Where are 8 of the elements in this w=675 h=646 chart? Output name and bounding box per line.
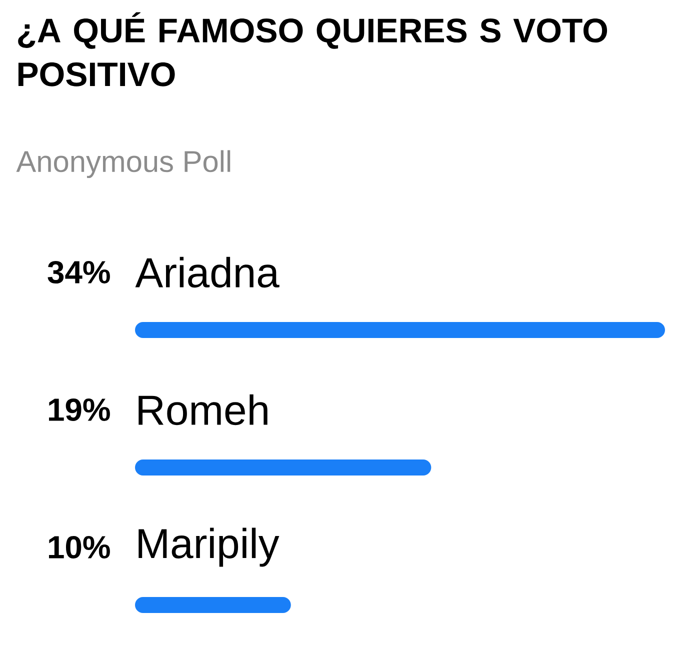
data-label: 19%	[49, 398, 110, 422]
y-tick-label: Ariadna	[135, 256, 280, 288]
chart-subtitle: Anonymous Poll	[16, 150, 230, 178]
y-tick-label: Maripily	[138, 528, 280, 567]
y-tick-label: Romeh	[138, 394, 268, 426]
chart-title: ¿A QUÉ FAMOSO QUIERES S VOTO POSITIVO	[18, 12, 608, 86]
data-label: 10%	[49, 536, 110, 559]
data-label: 34%	[48, 260, 110, 284]
